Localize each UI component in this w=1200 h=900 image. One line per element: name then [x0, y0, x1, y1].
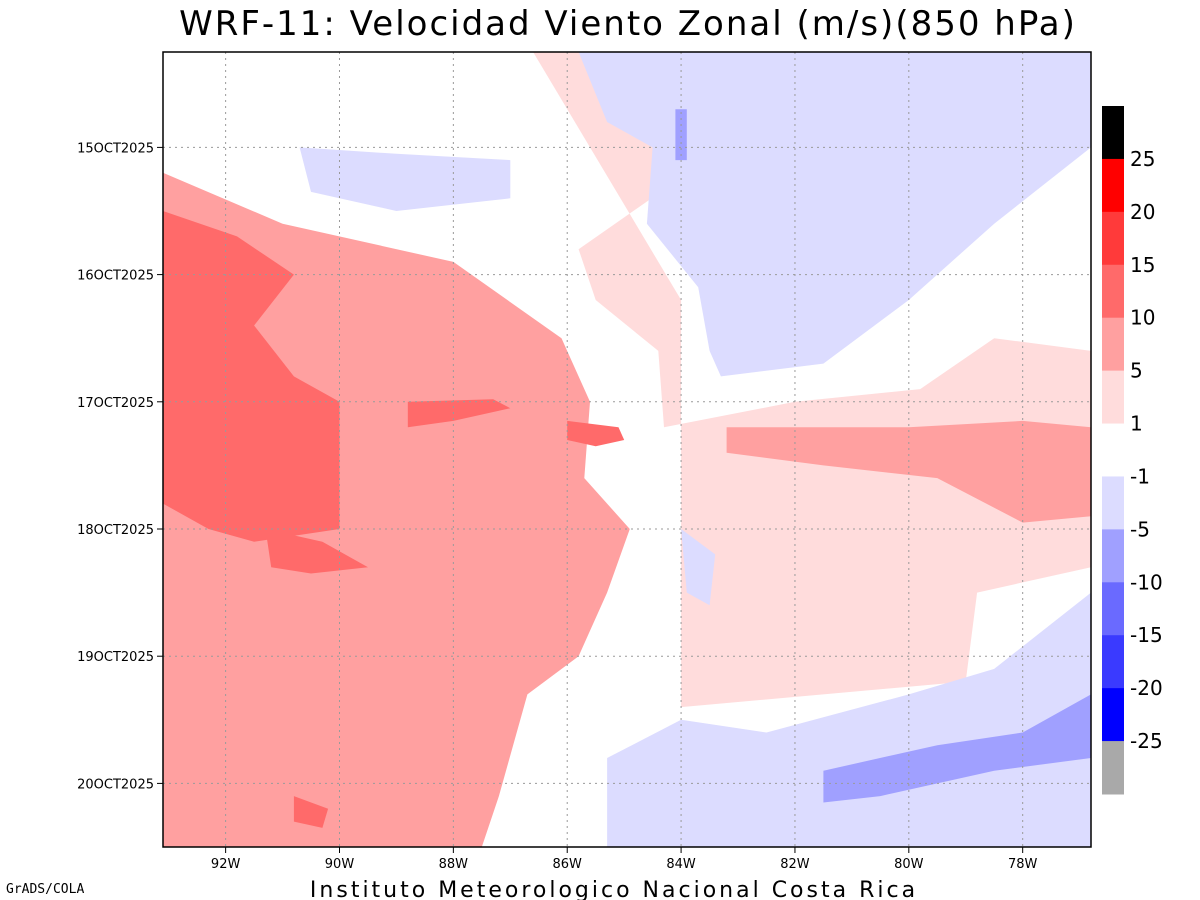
contour-fill-8 [578, 52, 1091, 377]
grid-lines [163, 52, 1091, 847]
colorbar-label: -10 [1130, 570, 1163, 594]
colorbar-swatch [1102, 741, 1124, 795]
colorbar-label: -25 [1130, 729, 1163, 753]
contour-fill-12 [823, 694, 1091, 803]
colorbar-swatch [1102, 529, 1124, 583]
colorbar-label: 15 [1130, 253, 1155, 277]
x-tick-label: 86W [553, 857, 583, 872]
contour-fill-3 [163, 211, 340, 542]
contour-fill-9 [299, 147, 511, 211]
y-tick-label: 19OCT2025 [77, 650, 154, 665]
colorbar-label: -20 [1130, 676, 1163, 700]
y-tick-label: 16OCT2025 [77, 269, 154, 284]
colorbar-label: 5 [1130, 359, 1143, 383]
y-tick-label: 15OCT2025 [77, 141, 154, 156]
colorbar-swatch [1102, 317, 1124, 372]
colorbar-label: 1 [1130, 412, 1143, 436]
contour-fill-7 [293, 796, 329, 828]
contour-fill-6 [265, 529, 368, 574]
y-tick-label: 17OCT2025 [77, 396, 154, 411]
colorbar-label: -15 [1130, 623, 1163, 647]
x-tick-label: 80W [894, 857, 924, 872]
colorbar: 25 20 15 10 5 1 -1 -5 -10 -15 -20 -25 [1102, 106, 1163, 795]
colorbar-swatch [1102, 688, 1124, 742]
chart-title: WRF-11: Velocidad Viento Zonal (m/s)(850… [179, 4, 1077, 44]
colorbar-swatch [1102, 158, 1124, 213]
x-tick-label: 82W [780, 857, 810, 872]
colorbar-swatch [1102, 211, 1124, 266]
x-tick-label: 78W [1008, 857, 1038, 872]
colorbar-label: -1 [1130, 464, 1150, 488]
plot-frame [162, 51, 1092, 848]
colorbar-swatch [1102, 264, 1124, 319]
colorbar-swatch [1102, 476, 1124, 530]
colorbar-swatch [1102, 106, 1124, 160]
colorbar-swatch [1102, 582, 1124, 636]
contour-fill-10 [681, 529, 716, 606]
contour-fill-4 [407, 399, 511, 428]
y-axis-ticks: 15OCT2025 16OCT2025 17OCT2025 18OCT2025 19OC… [77, 141, 163, 792]
contour-fill-1 [163, 172, 630, 848]
y-tick-label: 20OCT2025 [77, 777, 154, 792]
contour-fill-0 [163, 52, 1091, 708]
colorbar-label: 10 [1130, 306, 1155, 330]
x-tick-label: 92W [211, 857, 241, 872]
colorbar-label: 20 [1130, 200, 1155, 224]
colorbar-label: 25 [1130, 147, 1155, 171]
y-tick-label: 18OCT2025 [77, 523, 154, 538]
colorbar-swatch [1102, 635, 1124, 689]
x-tick-label: 84W [666, 857, 696, 872]
plot-area [163, 52, 1091, 848]
x-axis-ticks: 92W 90W 88W 86W 84W 82W 80W 78W [211, 847, 1038, 872]
colorbar-swatch [1102, 423, 1124, 477]
footer-label: Instituto Meteorologico Nacional Costa R… [310, 878, 918, 900]
contour-fill-2 [726, 420, 1091, 523]
colorbar-swatch [1102, 370, 1124, 425]
contour-fill-5 [567, 420, 625, 447]
colorbar-label: -5 [1130, 517, 1150, 541]
x-tick-label: 88W [439, 857, 469, 872]
credit-label: GrADS/COLA [6, 882, 84, 897]
x-tick-label: 90W [325, 857, 355, 872]
contour-fill-13 [675, 109, 687, 161]
